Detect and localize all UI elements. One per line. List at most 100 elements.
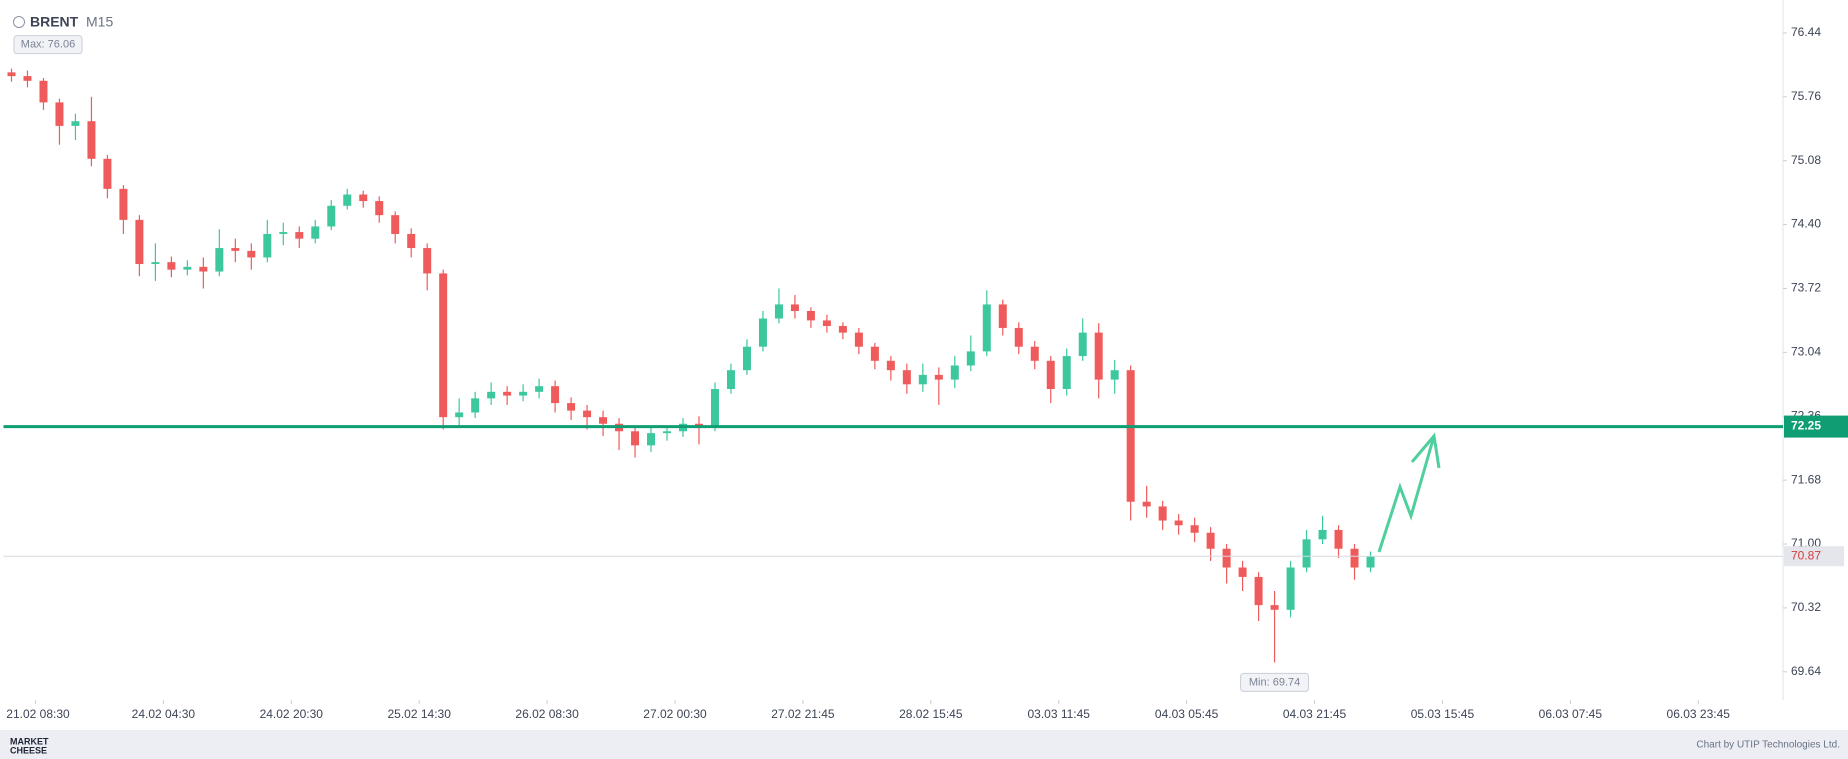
- candle-body: [503, 391, 512, 396]
- candle-body: [151, 262, 160, 265]
- candle-body: [39, 80, 48, 103]
- candle-body: [7, 72, 16, 77]
- candle-body: [1270, 605, 1279, 610]
- candle-body: [647, 433, 656, 446]
- candle-body: [1334, 529, 1343, 549]
- candle-body: [599, 417, 608, 424]
- candle-body: [1350, 548, 1359, 568]
- candle-body: [295, 232, 304, 239]
- candle-body: [279, 232, 288, 234]
- candle-body: [1254, 576, 1263, 606]
- info-icon: [13, 16, 25, 28]
- y-tick-label: 73.04: [1791, 345, 1821, 359]
- candle-body: [758, 318, 767, 347]
- candle-body: [1030, 346, 1039, 361]
- x-tick-label: 28.02 15:45: [899, 707, 963, 721]
- candle-body: [119, 188, 128, 220]
- candle-body: [471, 398, 480, 413]
- candle-body: [726, 370, 735, 389]
- candle-body: [311, 226, 320, 239]
- candle-body: [854, 332, 863, 347]
- y-tick-label: 69.64: [1791, 664, 1821, 678]
- logo: CHEESE: [10, 745, 47, 755]
- x-tick-label: 27.02 21:45: [771, 707, 835, 721]
- candle-body: [838, 326, 847, 333]
- footer-bar: [0, 730, 1848, 759]
- last-price-box: [1784, 546, 1844, 567]
- candle-body: [742, 346, 751, 371]
- candle-body: [167, 262, 176, 270]
- candle-body: [663, 431, 672, 434]
- last-price-label: 70.87: [1791, 548, 1821, 562]
- y-tick-label: 75.76: [1791, 89, 1821, 103]
- candle-body: [439, 273, 448, 418]
- arrow-head: [1410, 432, 1441, 469]
- candle-body: [950, 365, 959, 380]
- candle-body: [391, 215, 400, 234]
- candle-body: [135, 219, 144, 265]
- level-label: 72.25: [1791, 419, 1821, 433]
- candle-body: [583, 410, 592, 418]
- candle-body: [1126, 370, 1135, 502]
- candle-body: [1238, 567, 1247, 577]
- candle-body: [327, 205, 336, 227]
- level-box: [1784, 415, 1848, 438]
- x-tick-label: 26.02 08:30: [515, 707, 579, 721]
- y-tick-label: 71.68: [1791, 472, 1821, 486]
- candle-body: [1110, 370, 1119, 380]
- candle-body: [247, 250, 256, 258]
- candle-body: [71, 121, 80, 126]
- candle-body: [519, 391, 528, 396]
- candle-body: [1014, 327, 1023, 347]
- candle-body: [1286, 567, 1295, 610]
- candle-body: [231, 248, 240, 251]
- candle-body: [551, 386, 560, 404]
- y-tick-label: 75.08: [1791, 153, 1821, 167]
- x-tick-label: 24.02 20:30: [260, 707, 324, 721]
- candle-body: [375, 201, 384, 216]
- x-tick-label: 04.03 05:45: [1155, 707, 1219, 721]
- candle-body: [1158, 506, 1167, 521]
- x-tick-label: 24.02 04:30: [132, 707, 196, 721]
- candle-body: [423, 248, 432, 274]
- candle-body: [183, 266, 192, 270]
- candle-body: [407, 233, 416, 249]
- candle-body: [710, 388, 719, 427]
- candle-body: [982, 304, 991, 352]
- candle-body: [1206, 532, 1215, 549]
- candle-body: [774, 304, 783, 319]
- candle-body: [886, 360, 895, 371]
- y-tick-label: 74.40: [1791, 217, 1821, 231]
- candle-body: [1062, 356, 1071, 389]
- candle-body: [535, 386, 544, 392]
- candle-body: [1142, 501, 1151, 507]
- candle-body: [806, 311, 815, 321]
- annotation: Min: 69.74: [1249, 676, 1300, 688]
- annotation-box: [13, 35, 83, 55]
- credit: Chart by UTIP Technologies Ltd.: [1696, 740, 1840, 751]
- candle-body: [1174, 520, 1183, 526]
- candle-body: [918, 374, 927, 385]
- y-tick-label: 73.72: [1791, 281, 1821, 295]
- x-tick-label: 05.03 15:45: [1411, 707, 1475, 721]
- candle-body: [1046, 360, 1055, 389]
- candle-body: [870, 346, 879, 361]
- x-tick-label: 06.03 07:45: [1539, 707, 1603, 721]
- candle-body: [103, 158, 112, 189]
- x-tick-label: 27.02 00:30: [643, 707, 707, 721]
- candle-body: [1094, 332, 1103, 380]
- timeframe: M15: [86, 14, 113, 30]
- candle-body: [1318, 529, 1327, 540]
- candle-body: [1302, 539, 1311, 568]
- candle-body: [790, 304, 799, 312]
- forecast-arrow: [1377, 435, 1436, 553]
- candle-body: [1366, 556, 1375, 568]
- candle-body: [487, 391, 496, 399]
- candle-body: [966, 351, 975, 366]
- candle-body: [263, 233, 272, 258]
- x-tick-label: 21.02 08:30: [6, 707, 70, 721]
- symbol: BRENT: [30, 14, 79, 30]
- logo: MARKET: [10, 736, 49, 746]
- candle-body: [1190, 525, 1199, 533]
